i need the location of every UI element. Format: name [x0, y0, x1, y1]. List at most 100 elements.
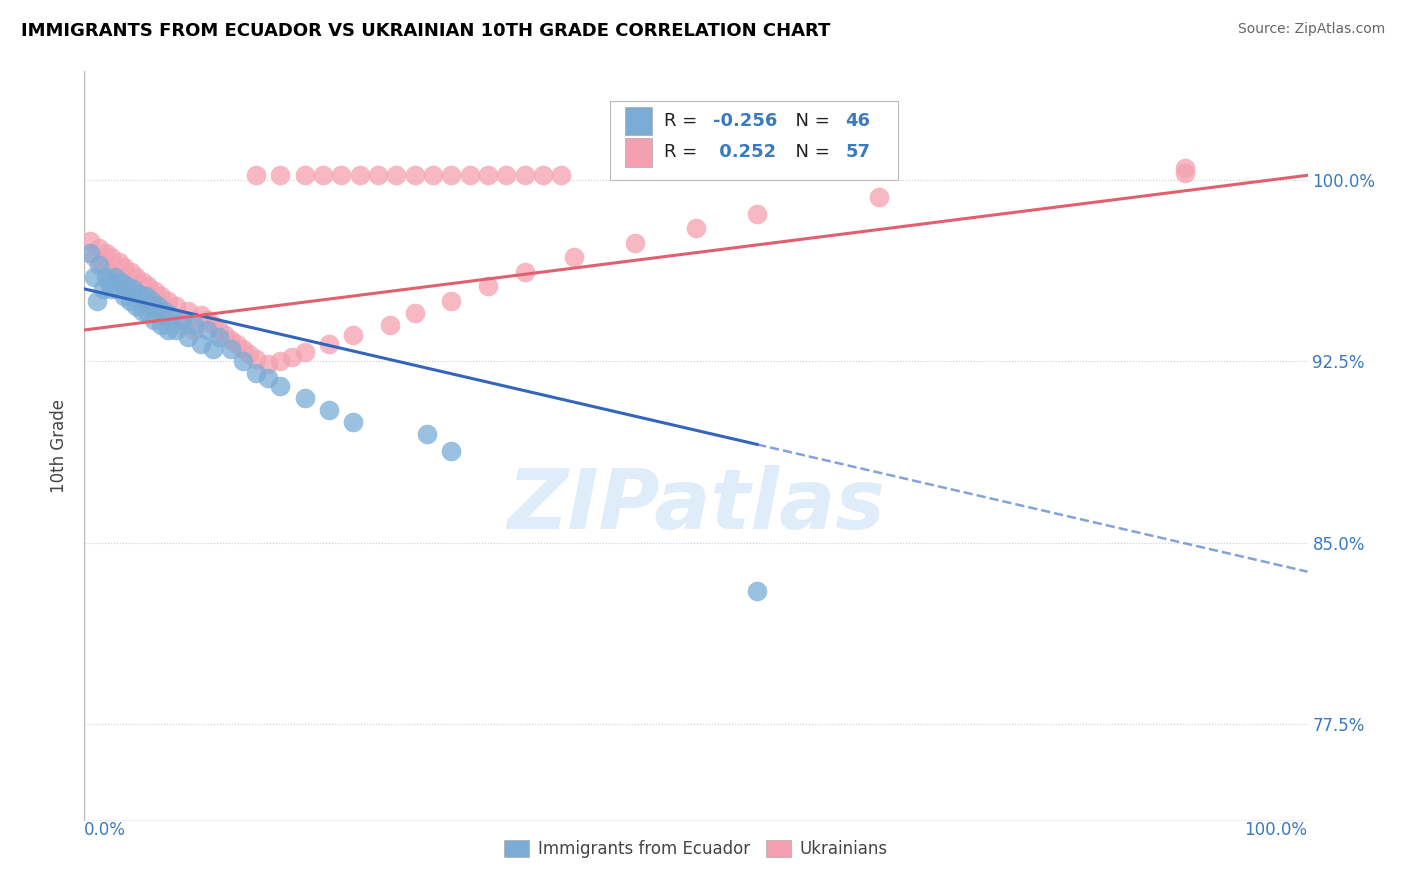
Point: [183, 323, 205, 337]
Point: [110, 275, 132, 289]
Point: [685, 221, 707, 235]
Point: [208, 330, 231, 344]
Point: [404, 169, 426, 183]
Point: [380, 318, 402, 333]
Point: [318, 402, 340, 417]
Point: [257, 371, 280, 385]
Point: [97, 265, 120, 279]
Point: [312, 169, 335, 183]
Point: [115, 279, 138, 293]
Point: [183, 318, 205, 333]
Point: [159, 309, 181, 323]
Point: [86, 293, 108, 308]
Point: [153, 309, 176, 323]
Text: ZIPatlas: ZIPatlas: [508, 466, 884, 547]
Point: [156, 323, 179, 337]
Point: [416, 426, 439, 441]
Y-axis label: 10th Grade: 10th Grade: [51, 399, 69, 493]
Point: [747, 584, 769, 599]
Point: [294, 344, 316, 359]
Point: [440, 169, 463, 183]
Point: [132, 275, 155, 289]
Point: [190, 309, 212, 323]
Point: [96, 269, 118, 284]
Point: [269, 169, 291, 183]
Point: [422, 169, 444, 183]
Point: [513, 265, 536, 279]
Text: Source: ZipAtlas.com: Source: ZipAtlas.com: [1237, 22, 1385, 37]
Text: 57: 57: [845, 144, 870, 161]
Point: [115, 279, 138, 293]
Text: IMMIGRANTS FROM ECUADOR VS UKRAINIAN 10TH GRADE CORRELATION CHART: IMMIGRANTS FROM ECUADOR VS UKRAINIAN 10T…: [21, 22, 831, 40]
Point: [1174, 161, 1197, 175]
FancyBboxPatch shape: [610, 102, 898, 180]
Point: [214, 327, 236, 342]
Point: [624, 235, 647, 250]
Point: [125, 269, 148, 284]
Point: [105, 282, 128, 296]
Point: [136, 279, 159, 293]
Point: [87, 241, 110, 255]
Point: [122, 282, 145, 296]
Point: [128, 286, 150, 301]
Point: [245, 351, 267, 366]
Point: [110, 275, 132, 289]
Point: [219, 333, 242, 347]
Point: [112, 289, 135, 303]
Text: N =: N =: [785, 144, 835, 161]
Point: [201, 318, 224, 333]
Point: [294, 391, 316, 405]
Point: [146, 303, 169, 318]
Point: [269, 354, 291, 368]
Point: [1174, 166, 1197, 180]
Text: -0.256: -0.256: [713, 112, 778, 130]
Point: [100, 251, 122, 265]
Point: [477, 169, 499, 183]
Point: [159, 313, 181, 327]
Point: [245, 367, 267, 381]
Point: [79, 245, 101, 260]
Point: [172, 318, 194, 333]
Point: [136, 306, 159, 320]
Legend: Immigrants from Ecuador, Ukrainians: Immigrants from Ecuador, Ukrainians: [498, 833, 894, 864]
Point: [87, 258, 110, 272]
Point: [367, 169, 389, 183]
Point: [112, 260, 135, 274]
Point: [141, 299, 163, 313]
Point: [531, 169, 554, 183]
Point: [91, 258, 114, 272]
Point: [208, 323, 231, 337]
Point: [172, 313, 194, 327]
Point: [120, 265, 142, 279]
FancyBboxPatch shape: [626, 106, 652, 135]
Point: [107, 255, 129, 269]
Point: [104, 269, 127, 284]
Point: [195, 313, 218, 327]
Point: [232, 343, 254, 357]
Point: [104, 269, 127, 284]
Point: [232, 354, 254, 368]
Point: [146, 299, 169, 313]
Point: [135, 293, 157, 308]
Text: 100.0%: 100.0%: [1244, 821, 1308, 838]
Point: [143, 285, 166, 299]
Point: [342, 415, 364, 429]
Text: 0.252: 0.252: [713, 144, 776, 161]
Point: [550, 169, 572, 183]
Point: [177, 303, 200, 318]
Point: [513, 169, 536, 183]
Point: [562, 251, 585, 265]
Point: [869, 190, 891, 204]
Point: [128, 289, 150, 303]
Point: [125, 299, 148, 313]
Point: [257, 357, 280, 371]
Point: [141, 293, 163, 308]
Point: [201, 343, 224, 357]
Point: [131, 303, 153, 318]
Point: [143, 313, 166, 327]
Point: [219, 343, 242, 357]
Point: [153, 303, 176, 318]
Point: [156, 293, 179, 308]
Point: [294, 169, 316, 183]
Point: [495, 169, 517, 183]
